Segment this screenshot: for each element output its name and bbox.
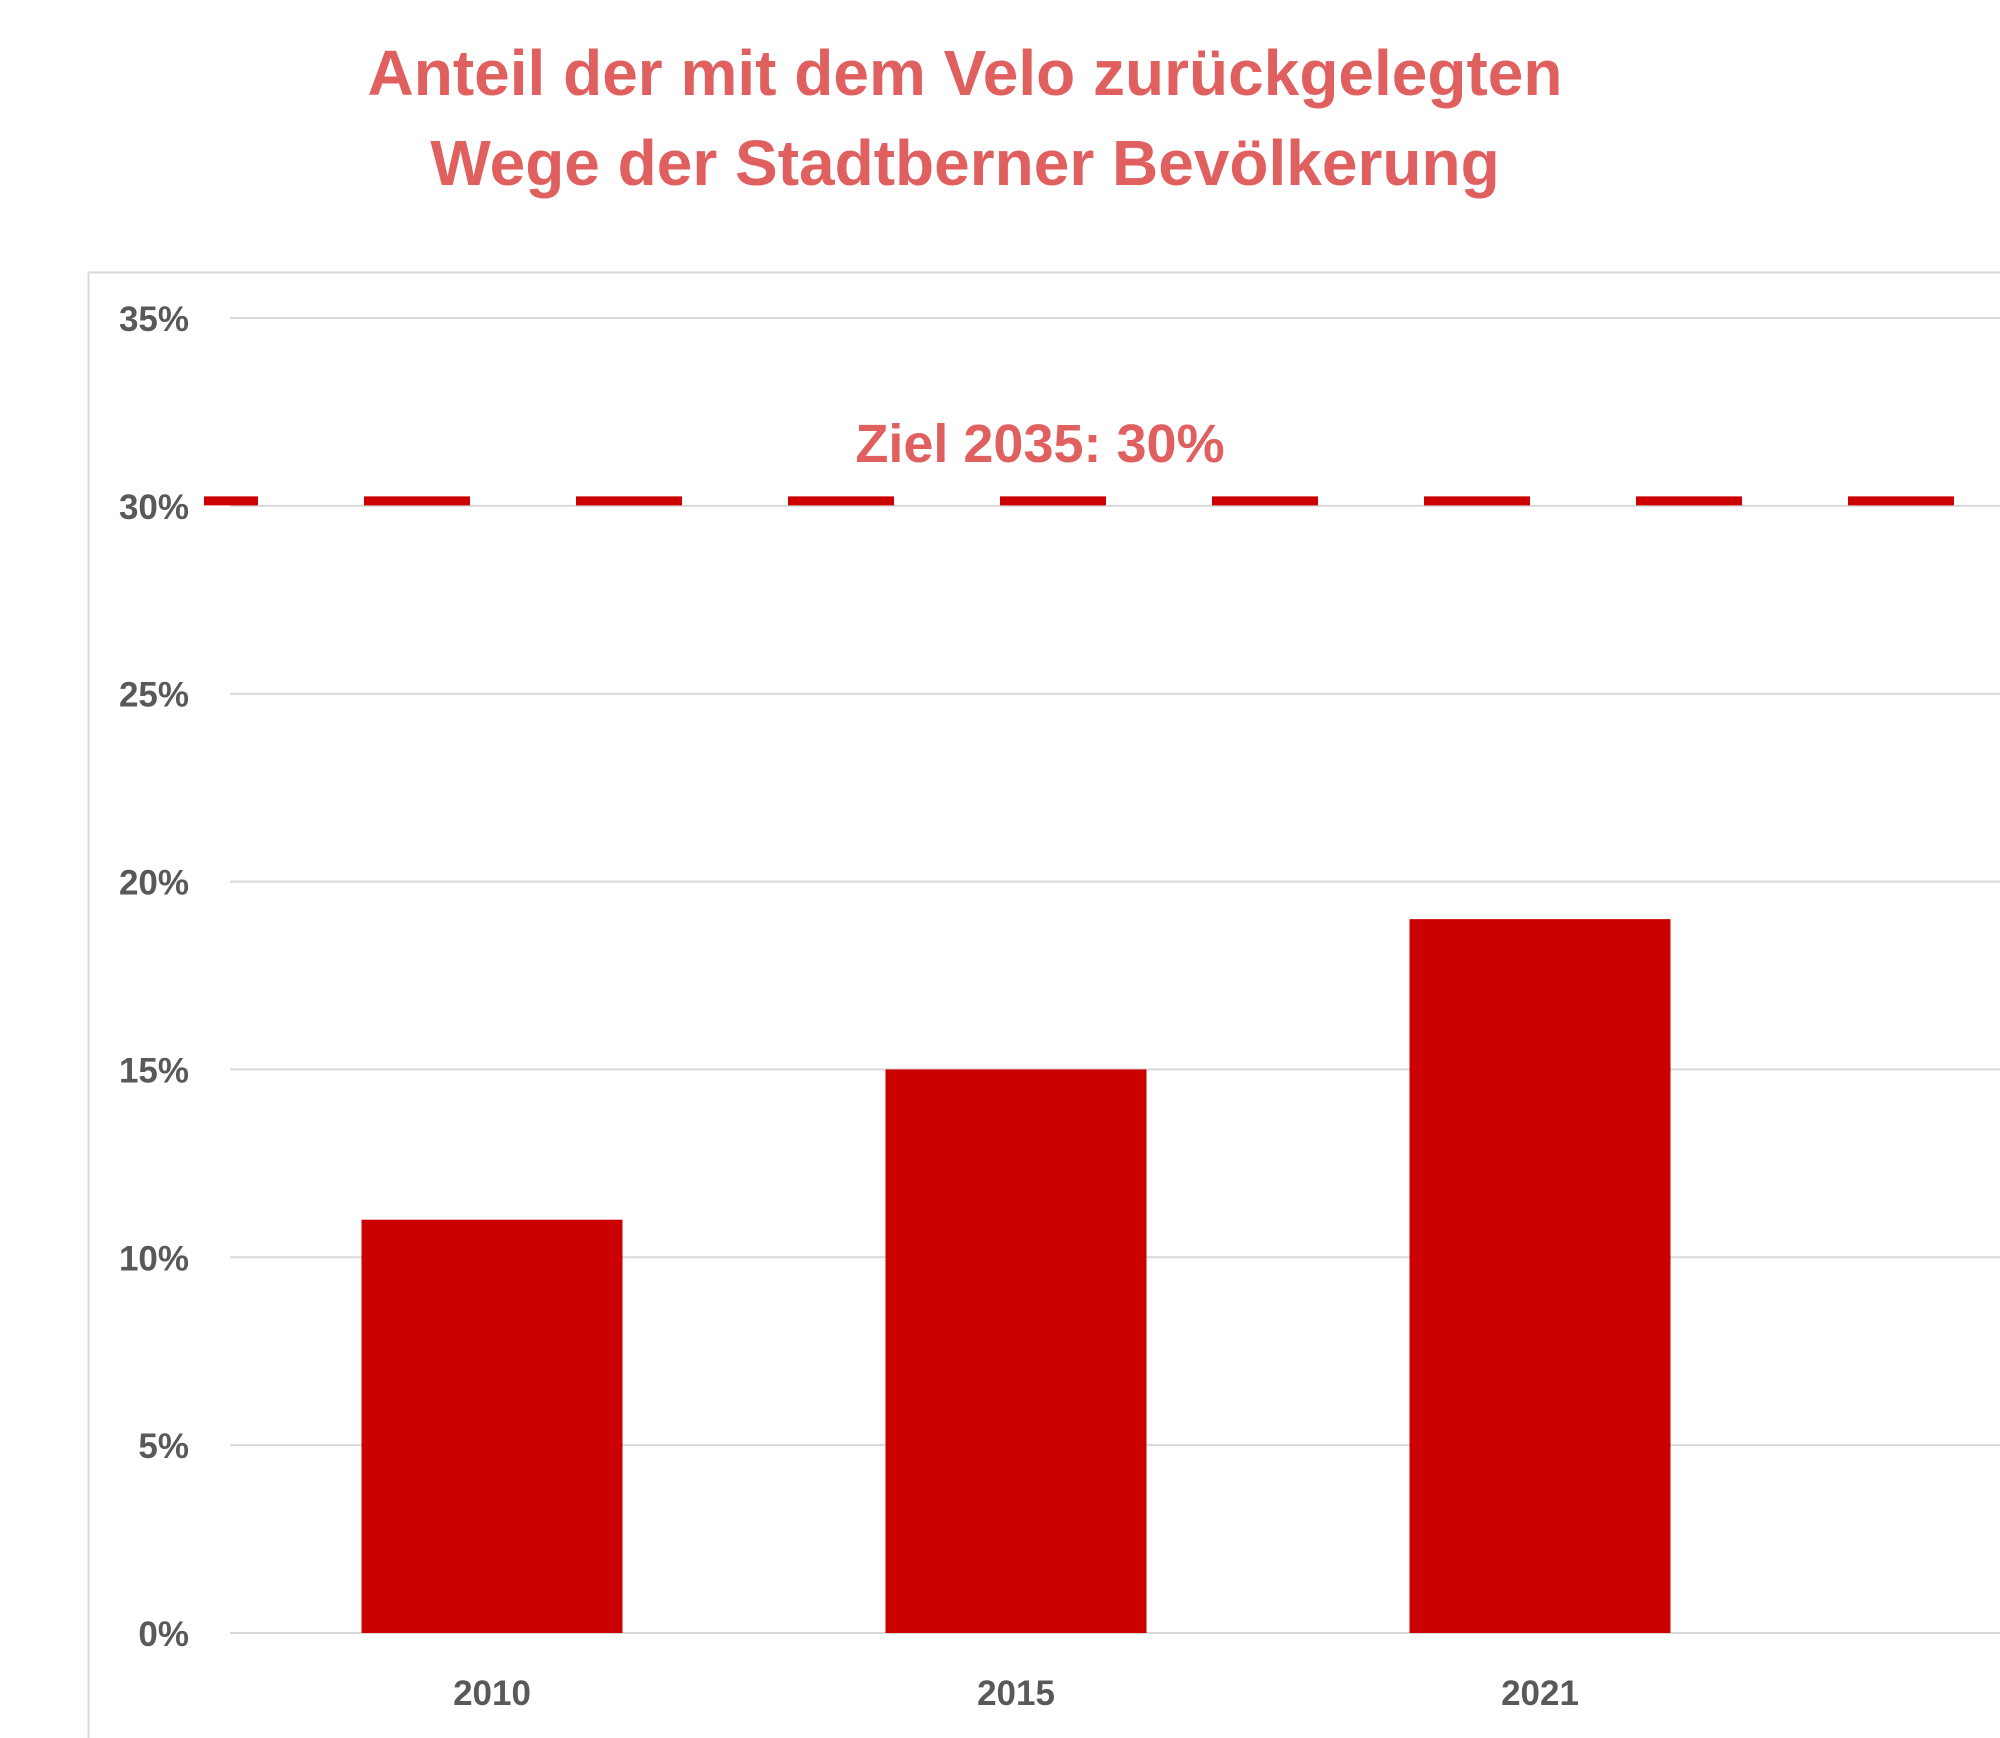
bar-2015 xyxy=(885,1069,1147,1633)
chart-title-line-2: Wege der Stadtberner Bevölkerung xyxy=(430,127,1500,199)
y-tick-label: 20% xyxy=(119,864,189,903)
x-tick-label: 2015 xyxy=(977,1674,1055,1713)
y-tick-label: 35% xyxy=(119,300,189,339)
x-tick-label: 2010 xyxy=(453,1674,531,1713)
y-tick-label: 0% xyxy=(138,1615,189,1654)
plot-area-border xyxy=(87,271,2000,1738)
chart-title: Anteil der mit dem Velo zurückgelegten W… xyxy=(0,28,1930,208)
x-tick-label: 2021 xyxy=(1501,1674,1579,1713)
y-tick-label: 30% xyxy=(119,488,189,527)
bar-2021 xyxy=(1409,919,1671,1633)
y-tick-label: 5% xyxy=(138,1427,189,1466)
target-label: Ziel 2035: 30% xyxy=(855,414,1224,474)
bar-2010 xyxy=(361,1219,623,1633)
y-tick-label: 25% xyxy=(119,676,189,715)
y-tick-label: 10% xyxy=(119,1239,189,1278)
chart-title-line-1: Anteil der mit dem Velo zurückgelegten xyxy=(367,37,1563,109)
y-tick-label: 15% xyxy=(119,1051,189,1090)
